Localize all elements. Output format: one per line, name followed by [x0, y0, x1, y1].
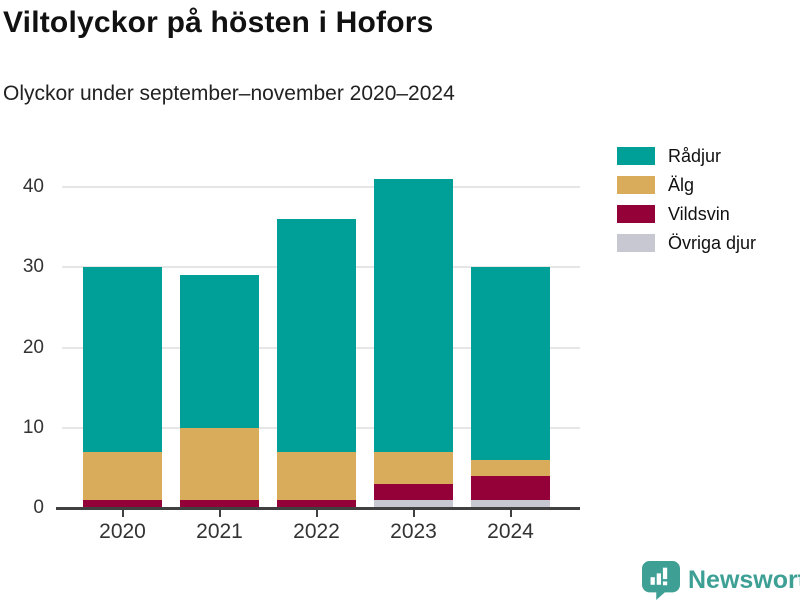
x-axis-label-2024: 2024: [487, 520, 534, 543]
x-axis-label-2023: 2023: [390, 520, 437, 543]
x-axis-label-2020: 2020: [99, 520, 146, 543]
legend-item-Övriga djur: Övriga djur: [617, 232, 757, 253]
bar-2022-Älg: [277, 451, 356, 500]
x-axis-label-2022: 2022: [293, 520, 340, 543]
x-axis-line: [56, 507, 580, 510]
bar-2024-Vildsvin: [471, 475, 550, 500]
bar-2024-Rådjur: [471, 267, 550, 460]
legend-item-Rådjur: Rådjur: [617, 145, 756, 166]
legend-swatch: [617, 147, 655, 165]
x-axis-tick: [412, 510, 415, 517]
legend-swatch: [617, 205, 655, 223]
newsworthy-bubble-icon: [642, 560, 680, 600]
x-axis-tick: [121, 510, 124, 517]
legend-swatch: [617, 234, 655, 252]
chart-subtitle: Olyckor under september–november 2020–20…: [3, 82, 455, 105]
y-axis-tick-label: 20: [22, 336, 44, 358]
bar-2021-Rådjur: [180, 275, 259, 428]
x-axis-tick: [509, 510, 512, 517]
y-axis-tick-label: 40: [22, 176, 44, 198]
chart-title: Viltolyckor på hösten i Hofors: [3, 6, 434, 39]
bar-2023-Vildsvin: [374, 483, 453, 500]
bar-2020-Rådjur: [83, 267, 162, 452]
legend-swatch: [617, 176, 655, 194]
y-axis-tick-label: 0: [33, 497, 44, 518]
legend-label: Övriga djur: [668, 232, 757, 253]
bar-2024-Övriga djur: [471, 499, 550, 508]
bar-2021-Vildsvin: [180, 499, 259, 508]
bar-2023-Älg: [374, 451, 453, 484]
gridline-40: [62, 186, 580, 189]
bar-2023-Övriga djur: [374, 499, 453, 508]
bar-2022-Rådjur: [277, 219, 356, 452]
x-axis-tick: [315, 510, 318, 517]
chart-legend: Rådjur Älg Vildsvin Övriga djur: [617, 145, 757, 263]
legend-label: Älg: [668, 174, 695, 195]
legend-item-Vildsvin: Vildsvin: [617, 203, 756, 224]
y-axis-tick-label: 30: [22, 256, 44, 278]
bar-2023-Rådjur: [374, 179, 453, 452]
bar-2020-Älg: [83, 451, 162, 500]
bar-2021-Älg: [180, 427, 259, 500]
x-axis-tick: [218, 510, 221, 517]
bar-2022-Vildsvin: [277, 499, 356, 508]
x-axis-label-2021: 2021: [196, 520, 243, 543]
bar-2020-Vildsvin: [83, 499, 162, 508]
y-axis-tick-label: 10: [22, 416, 44, 438]
bar-2024-Älg: [471, 459, 550, 476]
legend-item-Älg: Älg: [617, 174, 756, 195]
legend-label: Rådjur: [668, 145, 722, 166]
legend-label: Vildsvin: [668, 203, 730, 224]
brand-wordmark: Newsworthy: [688, 565, 800, 594]
newsworthy-logo: Newsworthy: [642, 560, 800, 600]
